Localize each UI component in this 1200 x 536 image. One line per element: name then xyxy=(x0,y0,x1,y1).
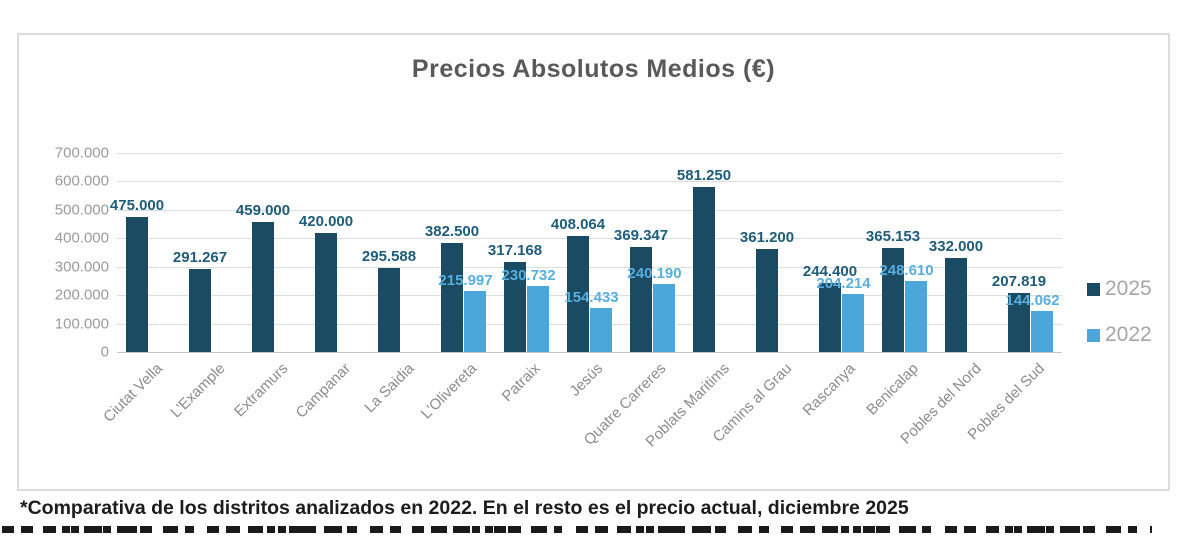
value-label-2025: 408.064 xyxy=(550,216,606,233)
bar-2025 xyxy=(945,257,967,352)
bar-2025 xyxy=(378,267,400,352)
x-axis-label: Extramurs xyxy=(231,360,292,421)
bar-2022 xyxy=(842,293,864,352)
value-label-2025: 332.000 xyxy=(928,237,984,255)
gridline xyxy=(117,266,1062,268)
x-axis-label: Jesús xyxy=(566,360,607,400)
value-label-2022: 230.732 xyxy=(501,267,556,285)
plot-area: 700.000 600.000 500.000 400.000 300.000 200.0… xyxy=(55,145,1062,361)
y-axis-tick-label: 0 xyxy=(100,343,109,361)
value-label-2025: 365.153 xyxy=(865,228,921,246)
value-label-2022: 215.997 xyxy=(438,271,493,289)
bar-2025 xyxy=(630,247,652,352)
legend-marker-2022 xyxy=(1087,328,1100,342)
gridline xyxy=(117,323,1062,325)
x-axis-label: Rascanya xyxy=(799,360,859,420)
value-label-2025: 581.250 xyxy=(676,166,732,184)
bar-2025 xyxy=(567,236,589,352)
gridline xyxy=(117,238,1062,240)
chart-footnote: *Comparativa de los distritos analizados… xyxy=(20,497,909,519)
bar-2025 xyxy=(756,249,778,352)
legend-item-2022: 2022 xyxy=(1087,323,1152,347)
gridline xyxy=(117,181,1062,183)
chart-frame: Precios Absolutos Medios (€) 700.000 600.… xyxy=(17,33,1170,491)
chart-legend: 2025 2022 xyxy=(1087,277,1152,369)
x-axis-label: Patraix xyxy=(498,360,544,406)
x-axis-label: Campanar xyxy=(292,360,355,422)
cropped-text-bottom-edge xyxy=(2,526,1152,533)
value-label-2022: 204.214 xyxy=(816,274,871,292)
bar-2025 xyxy=(504,261,526,352)
value-label-2025: 475.000 xyxy=(109,196,165,214)
value-label-2025: 382.500 xyxy=(424,223,480,241)
bar-2025 xyxy=(126,216,148,352)
y-axis-tick-label: 400.000 xyxy=(54,229,109,247)
value-label-2025: 291.267 xyxy=(172,249,228,267)
x-axis-labels: Ciutat Vella L'Example Extramurs Campanar La… xyxy=(100,360,1062,490)
bar-2025 xyxy=(819,282,841,352)
bar-2022 xyxy=(527,286,549,352)
bar-2025 xyxy=(441,243,463,352)
value-label-2022: 144.062 xyxy=(1005,292,1060,310)
bar-2022 xyxy=(653,283,675,352)
bar-2025 xyxy=(252,221,274,352)
value-label-2022: 154.433 xyxy=(564,289,619,307)
y-axis-tick-label: 700.000 xyxy=(54,144,109,162)
value-label-2025: 207.819 xyxy=(991,272,1047,290)
gridline xyxy=(117,209,1062,211)
y-axis-tick-label: 200.000 xyxy=(54,286,109,304)
x-axis-label: Benicalap xyxy=(862,360,922,419)
legend-label: 2022 xyxy=(1105,323,1152,346)
bar-2022 xyxy=(1031,311,1053,352)
x-axis-label: L'Olivereta xyxy=(418,360,481,423)
bar-2025 xyxy=(315,232,337,352)
chart-title: Precios Absolutos Medios (€) xyxy=(411,55,776,83)
x-axis-label: Ciutat Vella xyxy=(99,360,166,426)
value-label-2022: 240.190 xyxy=(627,264,682,282)
gridline xyxy=(117,153,1062,154)
y-axis-tick-label: 100.000 xyxy=(54,315,109,333)
y-axis-tick-label: 300.000 xyxy=(54,258,109,276)
legend-item-2025: 2025 xyxy=(1087,277,1152,301)
value-label-2025: 295.588 xyxy=(361,247,417,265)
value-label-2025: 244.400 xyxy=(802,262,858,280)
legend-label: 2025 xyxy=(1105,277,1152,300)
bar-2022 xyxy=(464,290,486,352)
x-axis-label: L'Example xyxy=(167,360,229,422)
value-label-2022: 248.610 xyxy=(879,262,934,280)
bar-2025 xyxy=(693,186,715,352)
x-axis-label: La Saidia xyxy=(361,360,418,417)
value-label-2025: 459.000 xyxy=(235,201,291,219)
gridline xyxy=(117,352,1062,353)
legend-marker-2025 xyxy=(1087,282,1100,296)
value-label-2025: 361.200 xyxy=(739,229,795,247)
bar-2022 xyxy=(590,308,612,352)
bar-2025 xyxy=(189,269,211,352)
y-axis-tick-label: 600.000 xyxy=(54,172,109,190)
value-label-2025: 317.168 xyxy=(487,241,543,259)
bar-2025 xyxy=(1008,292,1030,352)
bar-2025 xyxy=(882,248,904,352)
value-label-2025: 420.000 xyxy=(298,212,354,230)
y-axis-tick-label: 500.000 xyxy=(54,201,109,219)
bar-2022 xyxy=(905,281,927,352)
value-label-2025: 369.347 xyxy=(613,227,669,244)
gridline xyxy=(117,295,1062,297)
